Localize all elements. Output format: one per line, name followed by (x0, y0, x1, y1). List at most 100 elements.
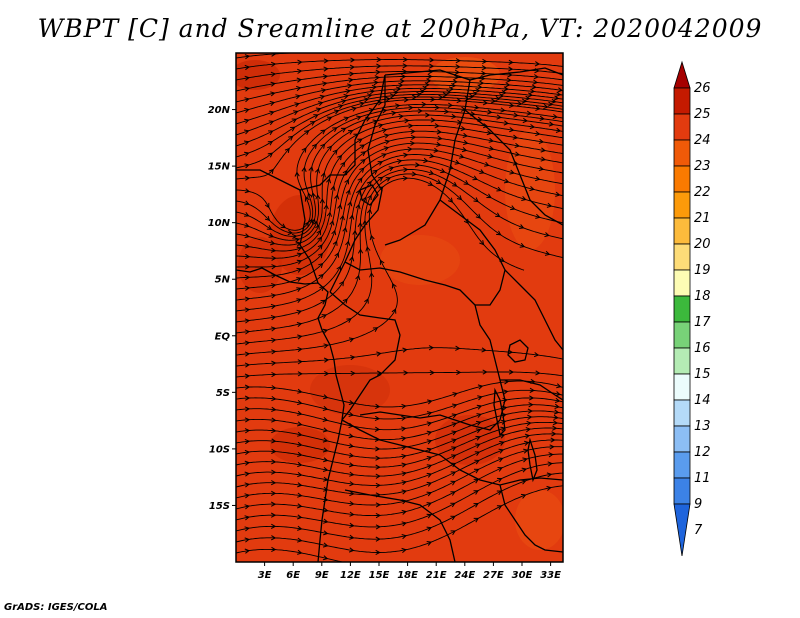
streamline-arrow (501, 89, 507, 96)
streamline-arrow (348, 77, 354, 83)
streamline-arrow (322, 405, 329, 411)
streamline-arrow (320, 171, 326, 178)
streamline-arrow (322, 416, 329, 422)
streamline-arrow (460, 126, 467, 132)
colorbar-label: 9 (694, 497, 702, 512)
streamline-arrow (294, 102, 300, 108)
streamline-arrow (440, 168, 446, 174)
streamline-arrow (529, 387, 535, 393)
streamline-arrow (244, 86, 250, 92)
streamline-arrow (476, 420, 482, 426)
streamline-arrow (448, 197, 454, 203)
lat-tick-label: 5N (215, 275, 231, 286)
streamline-arrow (401, 499, 408, 505)
streamline-arrow (375, 492, 381, 498)
streamline-arrow (401, 403, 407, 409)
streamline-arrow (501, 405, 508, 411)
streamline-arrow (456, 195, 463, 201)
streamline-arrow (527, 408, 534, 414)
colorbar-label: 13 (694, 419, 711, 434)
streamline-arrow (488, 137, 495, 143)
streamline-arrow (540, 147, 547, 153)
colorbar-segment (673, 451, 691, 479)
streamline-arrow (349, 481, 355, 487)
streamline-arrow (321, 314, 328, 319)
streamline-arrow (428, 170, 435, 176)
streamline-arrow (357, 138, 363, 144)
streamline-arrow (463, 180, 469, 185)
streamline-arrow (473, 197, 479, 203)
streamline-arrow (271, 469, 277, 475)
streamline-arrow (345, 88, 351, 94)
colorbar-label: 19 (694, 263, 711, 278)
streamline-arrow (437, 135, 443, 141)
streamline-arrow (359, 144, 366, 150)
streamline-arrow (377, 100, 383, 106)
streamline-arrow (323, 204, 329, 210)
lon-tick-label: 33E (540, 570, 561, 581)
streamline (236, 91, 563, 147)
streamline-arrow (366, 93, 373, 99)
streamline-arrow (450, 502, 456, 508)
streamline-arrow (408, 123, 414, 129)
streamline-arrow (396, 158, 403, 164)
streamline-arrow (447, 102, 454, 108)
streamline (236, 154, 563, 301)
streamline-arrow (376, 351, 382, 357)
streamline-arrow (428, 68, 434, 75)
streamline-arrow (374, 415, 381, 422)
streamline-arrow (348, 337, 355, 343)
streamline-arrow (533, 352, 540, 358)
streamline (236, 453, 563, 517)
streamline-arrow (323, 357, 330, 363)
streamline-arrow (271, 283, 277, 289)
streamline-arrow (318, 262, 324, 269)
streamline-arrow (496, 477, 503, 483)
streamline (236, 421, 563, 468)
streamline-arrow (270, 247, 277, 253)
streamline-arrow (554, 397, 561, 403)
streamline-arrow (473, 517, 480, 523)
streamline-arrow (451, 454, 457, 460)
streamline-arrow (349, 214, 355, 220)
streamline-arrow (326, 211, 332, 217)
streamline-arrow (555, 127, 562, 133)
streamline-arrow (243, 140, 250, 146)
streamline-arrow (340, 99, 347, 105)
streamline-arrow (349, 71, 355, 77)
streamline-arrow (270, 535, 277, 541)
streamline-arrow (529, 88, 536, 94)
streamline-arrow (401, 426, 407, 432)
streamline-arrow (270, 71, 277, 77)
streamline-arrow (244, 449, 251, 456)
colorbar-label: 23 (694, 159, 711, 174)
streamlines (236, 53, 563, 562)
streamline-arrow (375, 403, 381, 410)
lat-tick-label: 10N (208, 218, 231, 229)
streamline-arrow (521, 467, 528, 473)
streamline-arrow (427, 399, 433, 405)
streamline-arrow (521, 98, 527, 104)
streamline-arrow (360, 158, 366, 164)
streamline-arrow (544, 232, 550, 238)
streamline-arrow (508, 66, 514, 72)
streamline-arrow (544, 250, 551, 256)
lon-tick-label: 21E (426, 570, 447, 581)
streamline-arrow (244, 482, 250, 488)
streamline-arrow (271, 273, 277, 279)
streamline-arrow (363, 97, 370, 103)
streamline-arrow (320, 143, 326, 149)
streamline (236, 410, 563, 450)
streamline-arrow (531, 84, 537, 90)
streamline-arrow (401, 534, 408, 540)
streamline-arrow (304, 196, 310, 202)
streamline-arrow (361, 196, 367, 202)
colorbar-label: 11 (694, 471, 711, 486)
streamline-arrow (450, 515, 456, 521)
streamline-arrow (376, 370, 383, 376)
streamline-arrow (462, 132, 469, 138)
streamline-arrow (535, 131, 541, 137)
colorbar-segment (673, 217, 691, 245)
streamline-arrow (319, 198, 325, 204)
streamline-arrow (496, 230, 502, 236)
